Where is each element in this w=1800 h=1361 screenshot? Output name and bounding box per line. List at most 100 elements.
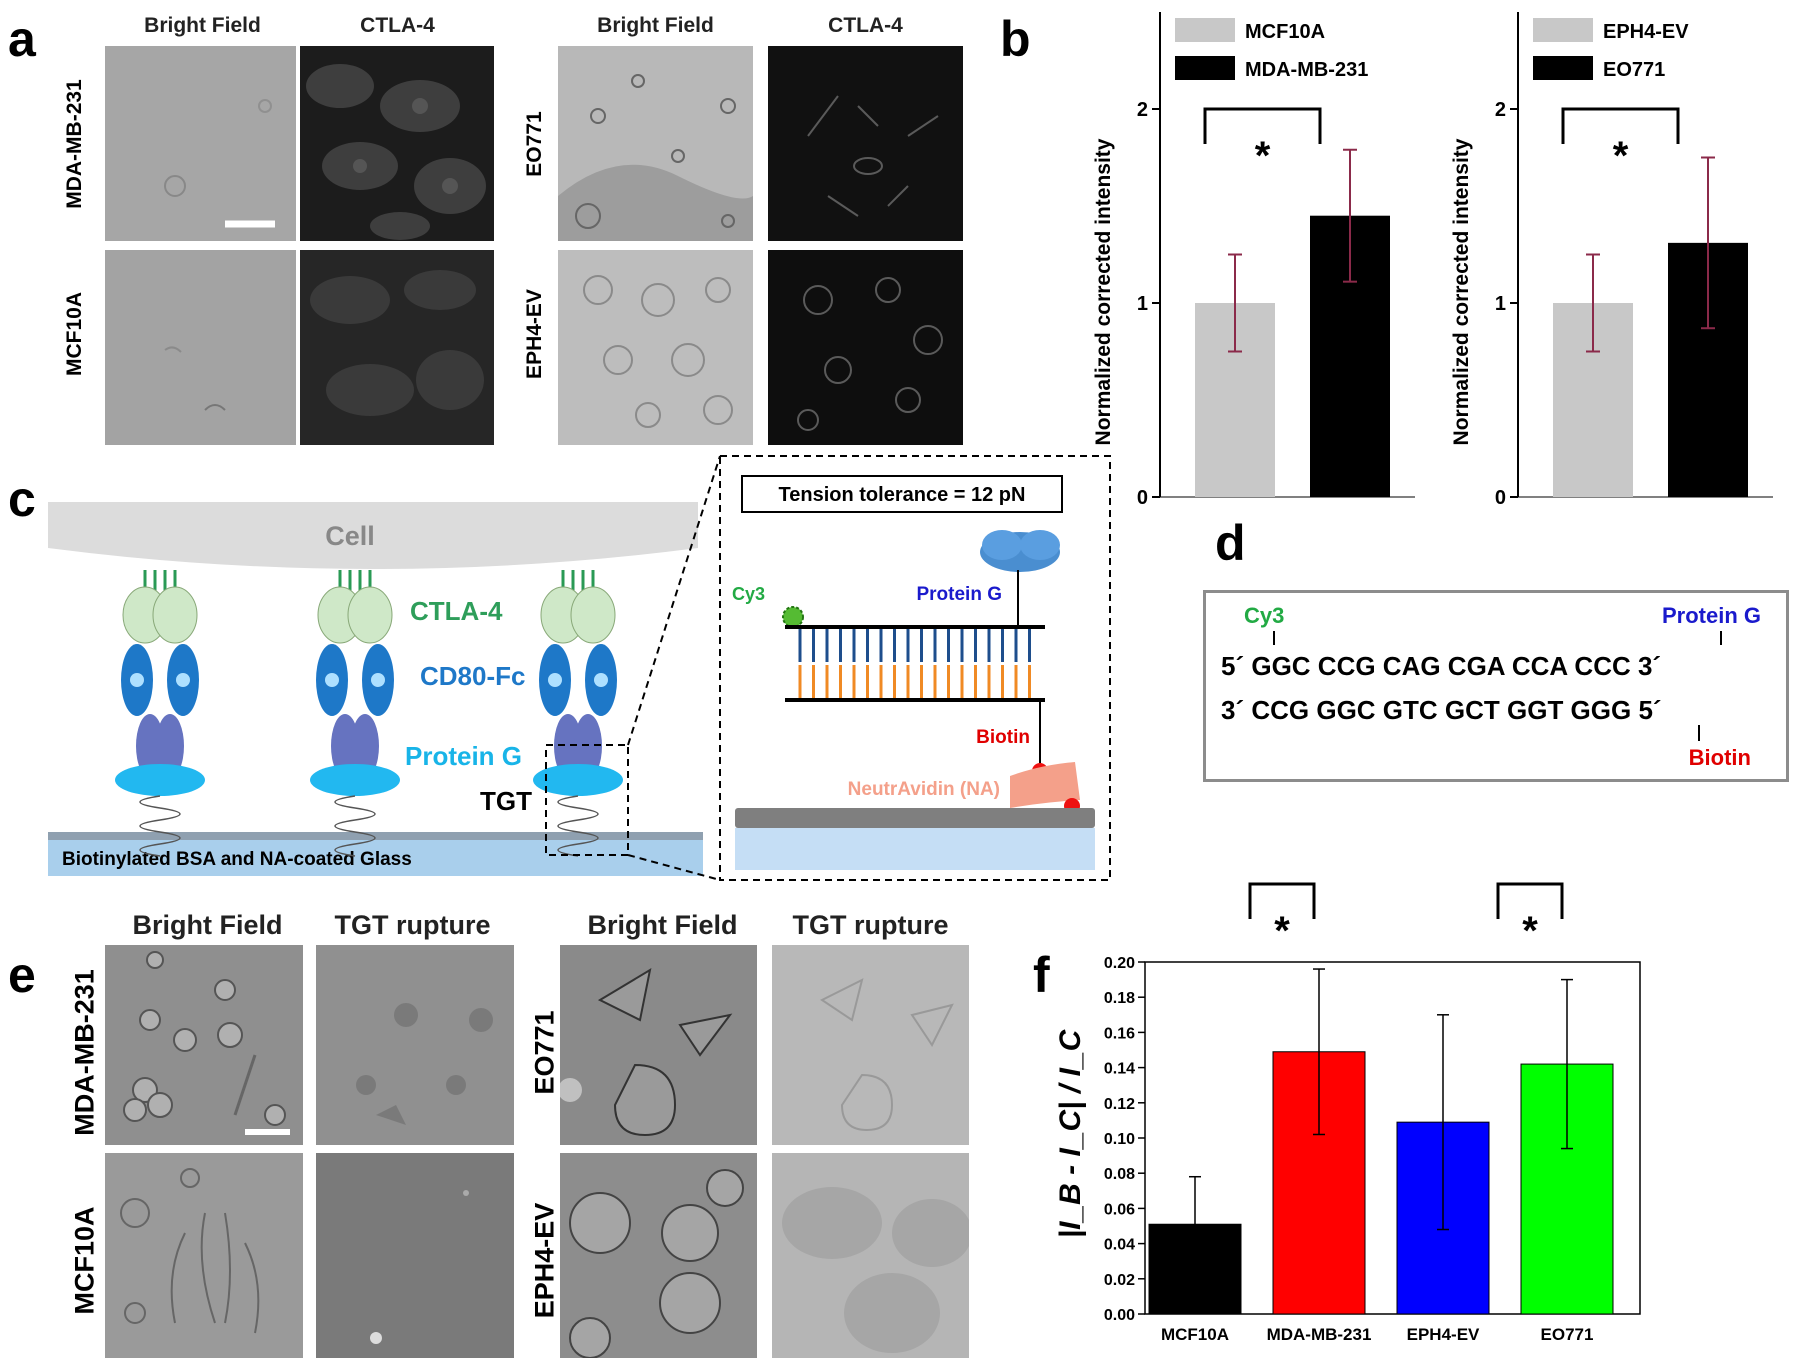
col-head-ctla4: CTLA-4 — [828, 14, 903, 37]
neutravidin-shape — [1010, 762, 1080, 808]
y-axis-label: Normalized corrected intensity — [1450, 138, 1473, 445]
receptor-complex — [533, 570, 623, 857]
legend-swatch — [1533, 56, 1593, 80]
col-head-bright-field: Bright Field — [587, 910, 738, 940]
inset-biotin-label: Biotin — [976, 727, 1030, 748]
y-tick-label: 0.02 — [1104, 1272, 1135, 1289]
micrograph-ctla4 — [768, 250, 963, 445]
y-tick-label: 1 — [1495, 293, 1506, 315]
significance-star: * — [1274, 909, 1290, 953]
legend-label: MCF10A — [1245, 21, 1325, 43]
cy3-dye — [782, 606, 804, 628]
protein-g-label: Protein G — [405, 741, 522, 771]
panel-d-sequence-box: Cy3 Protein G 5´ GGC CCG CAG CGA CCA CCC… — [1203, 590, 1789, 782]
bar — [1520, 1063, 1614, 1315]
row-label-eph4-ev: EPH4-EV — [523, 289, 546, 379]
neutravidin-label: NeutrAvidin (NA) — [848, 779, 1000, 800]
y-tick-label: 2 — [1137, 99, 1148, 121]
micrograph-tgt-rupture — [772, 1153, 969, 1358]
significance-bracket — [1561, 107, 1680, 144]
row-label-eph4-ev: EPH4-EV — [529, 1202, 560, 1319]
micrograph-tgt-rupture — [772, 945, 969, 1145]
legend-swatch — [1533, 18, 1593, 42]
panel-letter-b: b — [1000, 11, 1031, 67]
y-axis-label: Normalized corrected intensity — [1092, 138, 1115, 445]
chart-b-right: 0 1 2 Normalized corrected intensity * EPH4-E… — [1450, 12, 1773, 509]
col-head-bright-field: Bright Field — [144, 14, 261, 37]
significance-bracket — [1203, 107, 1322, 144]
micrograph-tgt-rupture — [316, 945, 514, 1145]
tgt-inset: Tension tolerance = 12 pN Protein G Cy3 … — [719, 455, 1111, 881]
x-tick-label: EO771 — [1541, 1325, 1594, 1344]
y-tick-label: 0 — [1137, 487, 1148, 509]
x-tick-label: MDA-MB-231 — [1267, 1325, 1372, 1344]
row-label-mda-mb-231: MDA-MB-231 — [63, 79, 86, 209]
row-label-eo771: EO771 — [529, 1010, 560, 1095]
seq-protein-g-label: Protein G — [1662, 603, 1761, 628]
row-label-mcf10a: MCF10A — [69, 1206, 100, 1315]
cell-label: Cell — [325, 521, 375, 551]
y-tick-label: 0.08 — [1104, 1166, 1135, 1183]
seq-biotin-label: Biotin — [1689, 745, 1751, 770]
significance-bracket — [1496, 882, 1564, 919]
glass-slab — [48, 832, 703, 840]
legend-swatch — [1175, 18, 1235, 42]
inset-cy3-label: Cy3 — [732, 584, 765, 604]
glass-label: Biotinylated BSA and NA-coated Glass — [62, 849, 412, 870]
col-head-tgt-rupture: TGT rupture — [334, 910, 491, 940]
legend-swatch — [1175, 56, 1235, 80]
panel-c-schematic: Cell Biotinylated BSA and NA-coated Glas… — [48, 455, 1111, 881]
col-head-tgt-rupture: TGT rupture — [792, 910, 949, 940]
micrograph-ctla4 — [300, 46, 494, 241]
significance-star: * — [1522, 909, 1538, 953]
y-tick-label: 0.12 — [1104, 1096, 1135, 1113]
significance-star: * — [1255, 134, 1271, 178]
y-tick-label: 0 — [1495, 487, 1506, 509]
y-axis-label: |I_B - I_C| / I_C — [1054, 1028, 1087, 1238]
receptor-complex — [310, 570, 400, 857]
micrograph-bright-field — [105, 250, 296, 445]
panel-letter-d: d — [1215, 515, 1246, 571]
y-tick-label: 2 — [1495, 99, 1506, 121]
micrograph-bright-field — [105, 945, 303, 1145]
panel-letter-c: c — [8, 471, 36, 527]
y-tick-label: 1 — [1137, 293, 1148, 315]
cd80-label: CD80-Fc — [420, 661, 525, 691]
y-tick-label: 0.06 — [1104, 1201, 1135, 1218]
micrograph-tgt-rupture — [316, 1153, 514, 1358]
significance-bracket — [1248, 882, 1316, 919]
y-tick-label: 0.20 — [1104, 955, 1135, 972]
seq-line-2: 3´ CCG GGC GTC GCT GGT GGG 5´ — [1221, 695, 1662, 725]
y-tick-label: 0.00 — [1104, 1307, 1135, 1324]
micrograph-bright-field — [105, 46, 296, 241]
ctla4-label: CTLA-4 — [410, 596, 503, 626]
row-label-mda-mb-231: MDA-MB-231 — [69, 969, 100, 1136]
legend-label: EO771 — [1603, 59, 1665, 81]
col-head-ctla4: CTLA-4 — [360, 14, 435, 37]
row-label-mcf10a: MCF10A — [63, 292, 86, 377]
receptor-complex — [115, 570, 205, 857]
y-tick-label: 0.04 — [1104, 1237, 1135, 1254]
micrograph-bright-field — [558, 250, 753, 445]
legend-label: MDA-MB-231 — [1245, 59, 1368, 81]
legend-label: EPH4-EV — [1603, 21, 1689, 43]
row-label-eo771: EO771 — [523, 111, 546, 177]
micrograph-bright-field — [105, 1153, 303, 1358]
col-head-bright-field: Bright Field — [597, 14, 714, 37]
chart-b-left: 0 1 2 Normalized corrected intensity * MCF10A… — [1092, 12, 1415, 509]
panel-letter-e: e — [8, 947, 36, 1003]
micrograph-bright-field — [560, 945, 757, 1145]
chart-f: 0.00 0.02 0.04 0.06 0.08 0.10 0.12 0.14 0.16 0.18… — [1054, 882, 1641, 1344]
zoom-box — [545, 744, 629, 856]
seq-cy3-label: Cy3 — [1244, 603, 1284, 628]
tgt-label: TGT — [480, 786, 532, 816]
x-tick-label: EPH4-EV — [1407, 1325, 1480, 1344]
y-tick-label: 0.16 — [1104, 1025, 1135, 1042]
y-tick-label: 0.10 — [1104, 1131, 1135, 1148]
seq-line-1: 5´ GGC CCG CAG CGA CCA CCC 3´ — [1221, 651, 1661, 681]
panel-letter-f: f — [1033, 947, 1050, 1003]
micrograph-bright-field — [560, 1153, 757, 1358]
y-tick-label: 0.14 — [1104, 1061, 1135, 1078]
inset-protein-g-label: Protein G — [916, 584, 1002, 605]
x-tick-label: MCF10A — [1161, 1325, 1229, 1344]
